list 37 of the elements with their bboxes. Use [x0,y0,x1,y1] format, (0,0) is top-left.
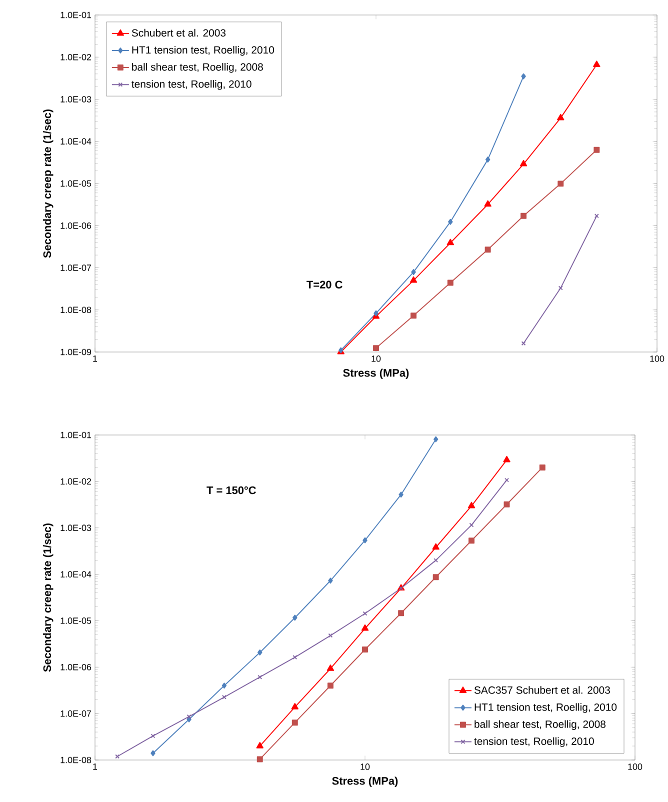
y-tick-label: 1.0E-08 [60,756,92,764]
annotation: T = 150°C [206,486,256,494]
annotation: T=20 C [306,280,342,288]
legend-label: Schubert et al. 2003 [132,28,226,37]
legend-label: HT1 tension test, Roellig, 2010 [474,703,617,713]
x-tick-label: 10 [360,764,370,770]
y-tick-label: 1.0E-01 [60,432,92,438]
x-axis-title: Stress (MPa) [343,368,409,379]
x-tick-label: 100 [650,356,664,362]
legend-label: HT1 tension test, Roellig, 2010 [132,46,274,56]
y-tick-label: 1.0E-07 [60,710,92,717]
x-tick-label: 1 [93,356,98,362]
y-tick-label: 1.0E-05 [60,618,92,624]
legend-label: ball shear test, Roellig, 2008 [474,720,606,730]
y-tick-label: 1.0E-01 [60,12,92,18]
y-tick-label: 1.0E-02 [60,54,92,60]
y-axis-title: Secondary creep rate (1/sec) [43,523,54,672]
y-tick-label: 1.0E-07 [60,264,92,271]
y-tick-label: 1.0E-03 [60,524,92,532]
x-tick-label: 100 [628,764,642,770]
x-tick-label: 1 [93,764,98,770]
y-tick-label: 1.0E-06 [60,664,92,670]
legend-label: ball shear test, Roellig, 2008 [132,63,263,73]
y-tick-label: 1.0E-03 [60,96,92,102]
x-axis-title: Stress (MPa) [332,776,398,787]
y-tick-label: 1.0E-02 [60,478,92,485]
legend-label: SAC357 Schubert et al. 2003 [474,686,610,694]
y-tick-label: 1.0E-06 [60,222,92,229]
legend-label: tension test, Roellig, 2010 [132,80,252,90]
x-tick-label: 10 [372,356,381,362]
y-tick-label: 1.0E-04 [60,571,92,578]
y-axis-title: Secondary creep rate (1/sec) [43,109,54,258]
y-tick-label: 1.0E-09 [60,348,92,356]
legend-label: tension test, Roellig, 2010 [474,737,594,748]
y-tick-label: 1.0E-05 [60,180,92,187]
y-tick-label: 1.0E-08 [60,306,92,314]
y-tick-label: 1.0E-04 [60,138,92,145]
